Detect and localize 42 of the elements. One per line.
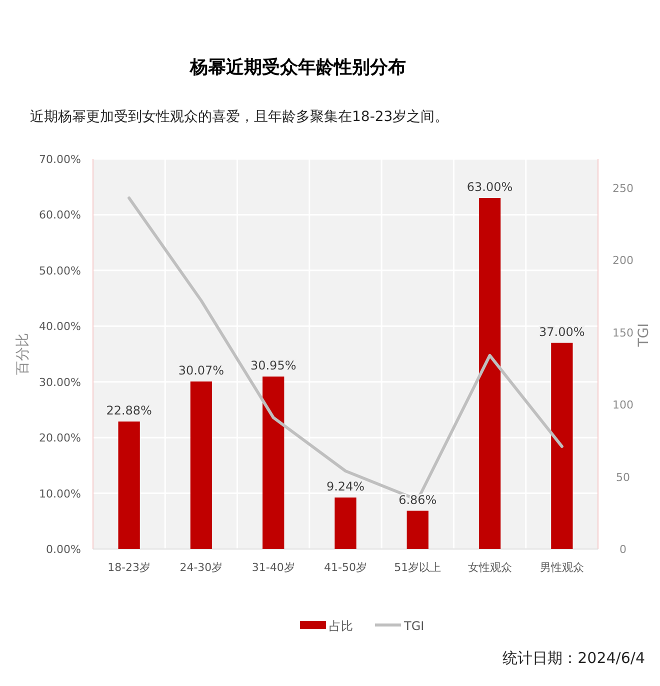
y-tick-label: 0.00% [46, 543, 81, 556]
x-tick-label: 男性观众 [540, 561, 584, 574]
data-label: 6.86% [398, 492, 437, 507]
y-tick-label: 20.00% [39, 432, 81, 445]
data-label: 63.00% [466, 180, 513, 194]
bar [262, 376, 284, 549]
data-label: 30.07% [178, 363, 224, 378]
y-tick-label: 10.00% [39, 487, 81, 500]
y-tick-label: 50.00% [39, 264, 81, 278]
y-tick-label: 70.00% [39, 153, 81, 166]
y2-tick-label: 200 [612, 254, 634, 268]
data-label: 30.95% [250, 358, 296, 373]
y-axis-title: 百分比 [15, 333, 31, 375]
bar [551, 342, 573, 549]
chart-title: 杨幂近期受众年龄性别分布 [189, 57, 406, 78]
data-label: 22.88% [106, 404, 152, 418]
y-tick-label: 30.00% [39, 376, 81, 389]
y2-tick-label: 0 [620, 543, 626, 556]
x-tick-label: 女性观众 [468, 561, 512, 574]
bar [118, 422, 140, 549]
bar [334, 498, 356, 549]
legend-label: TGI [403, 619, 424, 633]
x-tick-label: 41-50岁 [324, 561, 367, 574]
data-label: 37.00% [539, 324, 585, 339]
y2-tick-label: 150 [612, 326, 634, 340]
y2-tick-label: 100 [612, 398, 634, 412]
y2-tick-label: 250 [612, 182, 634, 195]
legend-label: 占比 [329, 619, 353, 633]
bar [190, 381, 212, 549]
y2-tick-label: 50 [616, 470, 630, 484]
y2-axis-title: TGI [636, 323, 652, 348]
bar [478, 198, 501, 549]
y-tick-label: 40.00% [39, 320, 81, 334]
data-label: 9.24% [326, 480, 365, 494]
text: 统计日期：2024/6/4 [502, 649, 645, 667]
x-tick-label: 51岁以上 [394, 561, 442, 574]
x-tick-label: 31-40岁 [252, 561, 295, 574]
y-tick-label: 60.00% [39, 208, 81, 222]
bar [406, 510, 428, 549]
chart-subtitle: 近期杨幂更加受到女性观众的喜爱，且年龄多聚集在18-23岁之间。 [30, 109, 449, 125]
x-tick-label: 18-23岁 [108, 561, 151, 574]
x-tick-label: 24-30岁 [180, 561, 223, 574]
